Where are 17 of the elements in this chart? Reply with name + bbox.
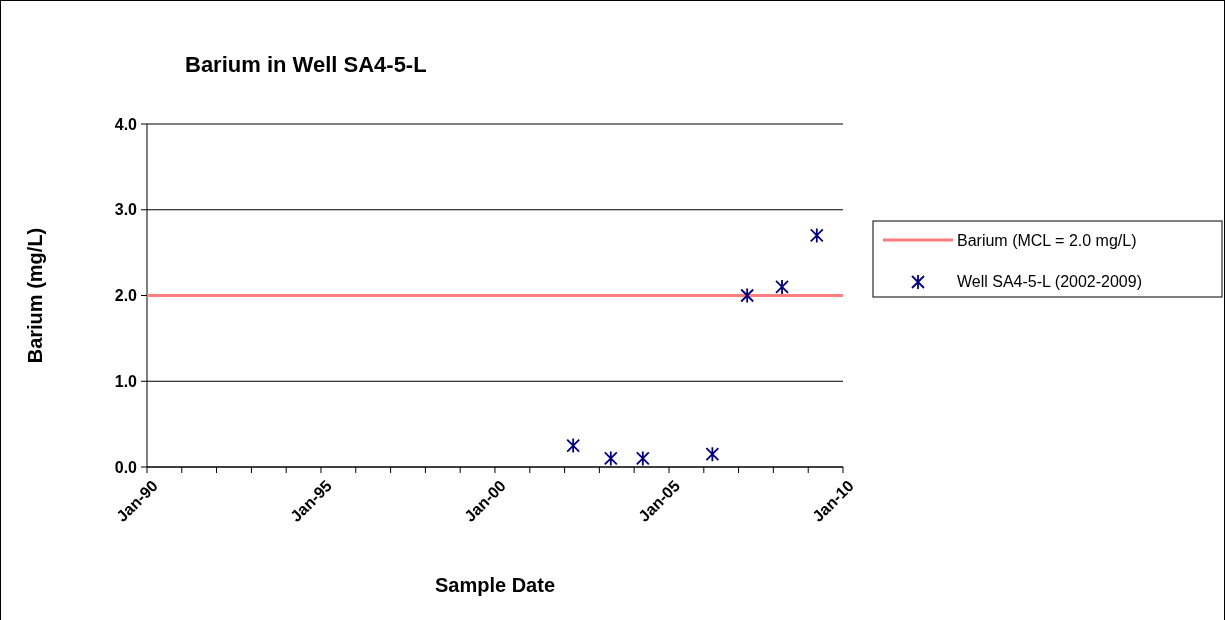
y-tick-label: 0.0 xyxy=(114,458,138,476)
point xyxy=(775,279,789,295)
y-tick-label: 4.0 xyxy=(114,115,138,133)
y-tick-label: 2.0 xyxy=(114,287,138,305)
point xyxy=(705,446,720,463)
point xyxy=(603,450,618,467)
point xyxy=(635,450,650,467)
point xyxy=(809,227,824,244)
chart-title: Barium in Well SA4-5-L xyxy=(185,52,427,77)
legend-label: Well SA4-5-L (2002-2009) xyxy=(957,272,1142,290)
y-tick-label: 1.0 xyxy=(114,372,138,390)
point xyxy=(566,437,581,454)
x-axis-title: Sample Date xyxy=(434,574,556,596)
y-axis-title: Barium (mg/L) xyxy=(24,227,46,364)
point xyxy=(740,287,755,304)
legend-label: Barium (MCL = 2.0 mg/L) xyxy=(957,231,1137,249)
y-tick-label: 3.0 xyxy=(114,201,138,219)
